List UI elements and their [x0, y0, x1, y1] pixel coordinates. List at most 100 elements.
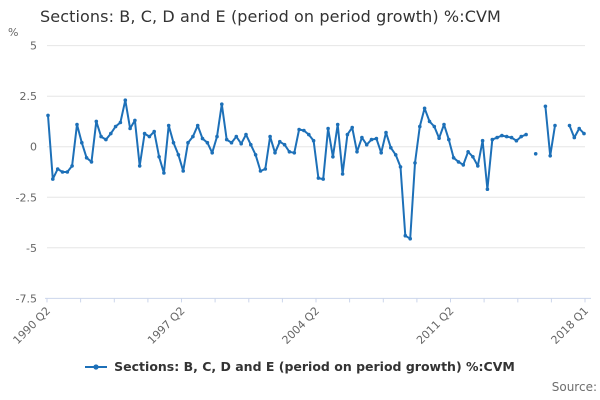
- data-point-dot: [109, 131, 113, 136]
- data-point-dot: [582, 131, 586, 136]
- legend-item[interactable]: Sections: B, C, D and E (period on perio…: [0, 359, 600, 374]
- data-point-dot: [476, 164, 480, 168]
- data-point-dot: [335, 122, 340, 127]
- data-point-dot: [292, 151, 297, 155]
- data-point-dot: [533, 152, 538, 156]
- x-axis-tick-label: 2018 Q1: [549, 304, 592, 347]
- data-point-dot: [408, 236, 413, 241]
- data-point-dot: [461, 163, 466, 167]
- data-point-dot: [485, 187, 490, 191]
- data-point-dot: [321, 177, 326, 181]
- data-point-dot: [355, 150, 359, 154]
- data-point-dot: [195, 123, 200, 128]
- data-point-dot: [200, 136, 205, 141]
- data-point-dot: [398, 165, 403, 169]
- data-point-dot: [220, 102, 224, 106]
- data-point-dot: [427, 119, 432, 124]
- data-point-dot: [249, 142, 253, 147]
- data-point-dot: [422, 106, 427, 111]
- data-point-dot: [287, 150, 292, 154]
- y-axis-tick-label: 2.5: [20, 90, 38, 103]
- data-point-dot: [171, 140, 176, 145]
- data-point-dot: [451, 156, 456, 160]
- data-point-dot: [70, 164, 74, 168]
- data-point-dot: [123, 98, 128, 102]
- data-point-dot: [128, 126, 132, 131]
- data-point-dot: [181, 169, 185, 173]
- data-point-dot: [504, 134, 509, 139]
- y-axis-tick-label: -7.5: [16, 292, 37, 305]
- y-axis-tick-label: -2.5: [16, 191, 37, 204]
- data-point-dot: [345, 132, 350, 137]
- data-point-dot: [60, 170, 65, 174]
- data-point-dot: [142, 131, 147, 136]
- data-point-dot: [413, 161, 417, 165]
- data-point-dot: [94, 119, 99, 124]
- data-point-dot: [215, 134, 219, 139]
- x-axis-tick-label: 2011 Q2: [414, 304, 457, 347]
- data-point-dot: [133, 118, 137, 123]
- data-point-dot: [113, 124, 118, 129]
- y-axis-tick-label: -5: [26, 242, 37, 255]
- y-axis-tick-label: 5: [30, 40, 37, 53]
- series-line: [47, 99, 585, 240]
- data-point-dot: [316, 176, 321, 180]
- data-point-dot: [572, 135, 577, 140]
- data-point-dot: [118, 120, 123, 125]
- data-point-dot: [51, 177, 55, 181]
- data-point-dot: [374, 136, 379, 141]
- data-point-dot: [55, 167, 60, 171]
- data-point-dot: [166, 123, 171, 128]
- data-point-dot: [297, 127, 301, 132]
- data-point-dot: [273, 151, 277, 155]
- data-point-dot: [157, 155, 161, 159]
- data-point-dot: [553, 123, 557, 128]
- y-axis-unit-label: %: [8, 26, 19, 39]
- y-axis-tick-label: 0: [30, 141, 37, 154]
- data-point-dot: [326, 126, 330, 131]
- data-point-dot: [205, 140, 210, 145]
- data-point-dot: [418, 124, 422, 129]
- data-point-dot: [268, 134, 272, 139]
- data-point-dot: [331, 155, 335, 159]
- data-point-dot: [311, 138, 316, 143]
- data-point-dot: [432, 124, 437, 129]
- data-point-dot: [447, 137, 451, 142]
- legend-line-marker-icon: [85, 363, 108, 370]
- data-point-dot: [466, 150, 470, 154]
- data-point-dot: [509, 135, 514, 140]
- data-point-dot: [302, 128, 306, 133]
- data-point-dot: [480, 138, 485, 143]
- data-point-dot: [379, 151, 384, 155]
- data-point-dot: [234, 134, 239, 139]
- source-label: Source:: [551, 380, 597, 394]
- data-point-dot: [393, 153, 398, 157]
- data-point-dot: [137, 164, 142, 168]
- data-point-dot: [360, 135, 364, 140]
- data-point-dot: [80, 140, 84, 145]
- data-point-dot: [253, 153, 258, 157]
- data-point-dot: [577, 126, 581, 131]
- data-point-dot: [65, 170, 70, 174]
- data-point-dot: [89, 160, 94, 164]
- data-point-dot: [258, 169, 263, 173]
- data-point-dot: [384, 130, 388, 135]
- legend-label: Sections: B, C, D and E (period on perio…: [114, 359, 515, 374]
- data-point-dot: [46, 113, 50, 118]
- x-axis-tick-label: 1997 Q2: [145, 304, 188, 347]
- data-point-dot: [471, 155, 475, 159]
- data-point-dot: [229, 140, 234, 145]
- data-point-dot: [282, 142, 287, 147]
- data-point-dot: [162, 171, 166, 175]
- data-point-dot: [147, 134, 152, 139]
- data-point-dot: [224, 137, 229, 142]
- data-point-dot: [210, 151, 214, 155]
- data-point-dot: [490, 137, 495, 142]
- data-point-dot: [278, 139, 282, 144]
- chart-title: Sections: B, C, D and E (period on perio…: [40, 7, 501, 26]
- data-point-dot: [239, 141, 243, 146]
- data-point-dot: [307, 132, 311, 137]
- x-axis-tick-label: 2004 Q2: [280, 304, 323, 347]
